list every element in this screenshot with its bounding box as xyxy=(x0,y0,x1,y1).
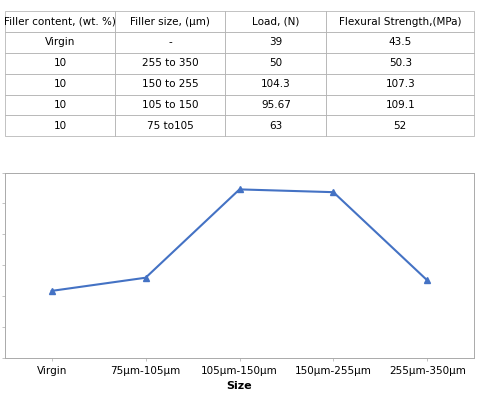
X-axis label: Size: Size xyxy=(227,381,252,392)
